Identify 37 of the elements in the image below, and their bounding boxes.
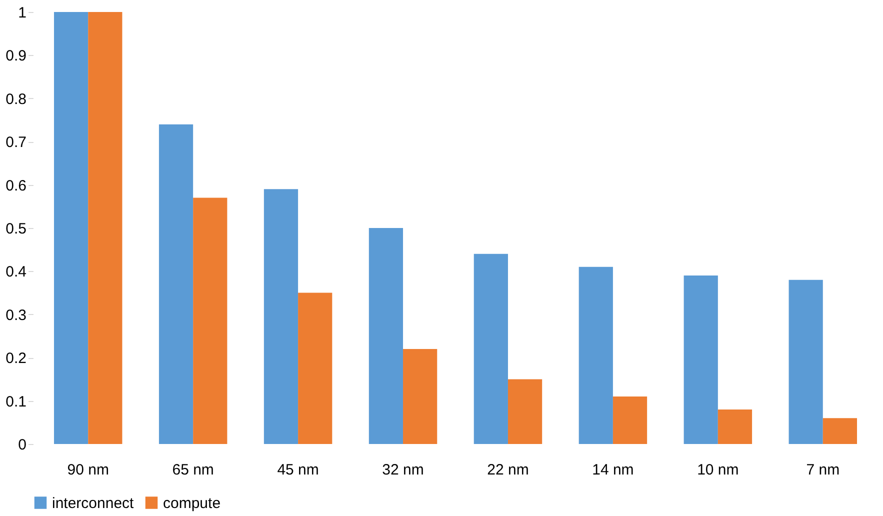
- bar: [718, 409, 752, 444]
- y-tick-label: 0.2: [6, 350, 26, 368]
- y-tick-label: 0.5: [6, 220, 26, 238]
- x-tick-label: 7 nm: [806, 462, 840, 478]
- bar: [612, 396, 648, 444]
- x-tick-label: 90 nm: [67, 462, 109, 478]
- x-tick-label: 45 nm: [277, 462, 319, 478]
- bar: [684, 276, 718, 444]
- legend-label: interconnect: [52, 494, 135, 512]
- bar: [788, 280, 823, 444]
- bar: [298, 292, 332, 444]
- y-tick-label: 0.8: [6, 90, 26, 108]
- y-tick-label: 0.1: [6, 393, 26, 410]
- bar: [822, 418, 858, 444]
- y-tick-label: 0.6: [6, 177, 26, 194]
- bar: [368, 228, 404, 444]
- bar: [578, 266, 613, 444]
- x-tick-label: 10 nm: [697, 462, 739, 478]
- legend-label: compute: [163, 494, 221, 512]
- bar: [193, 198, 228, 444]
- x-tick-label: 14 nm: [592, 462, 634, 478]
- bar: [88, 12, 122, 444]
- y-tick-label: 0: [18, 436, 26, 454]
- y-tick-label: 0.3: [6, 306, 26, 324]
- x-tick-label: 32 nm: [382, 462, 424, 478]
- x-tick-label: 65 nm: [172, 462, 214, 478]
- bar: [508, 379, 542, 444]
- bar: [403, 348, 438, 444]
- bar: [54, 12, 88, 444]
- x-tick-label: 22 nm: [487, 462, 529, 478]
- y-tick-label: 1: [18, 4, 26, 22]
- bar: [158, 124, 194, 444]
- bar: [264, 189, 298, 444]
- y-tick-label: 0.9: [6, 48, 26, 65]
- y-tick-label: 0.7: [6, 134, 26, 152]
- y-tick-label: 0.4: [6, 264, 26, 281]
- bar: [474, 254, 508, 444]
